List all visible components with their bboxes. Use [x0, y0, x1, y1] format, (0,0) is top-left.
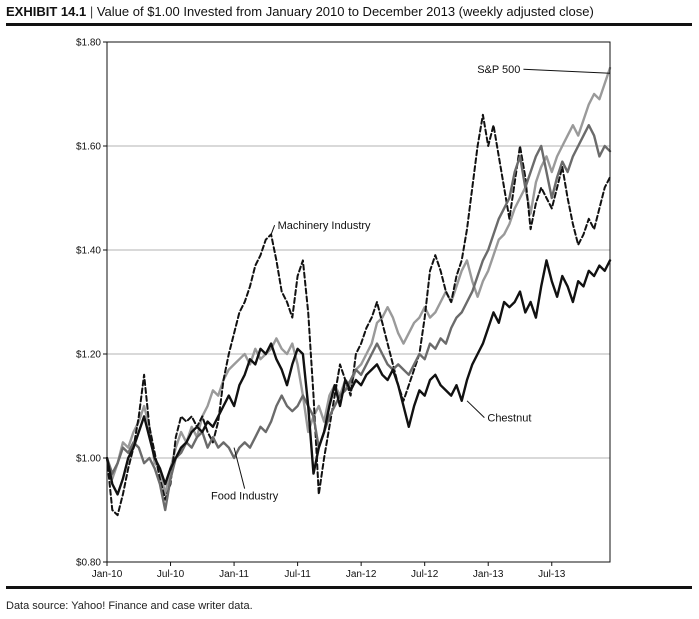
- series-line-machinery-industry: [106, 113, 611, 517]
- x-tick-label: Jan-11: [219, 569, 249, 580]
- axes: $0.80 $1.00 $1.20 $1.40 $1.60 $1.80 Jan-10 Jul-…: [76, 38, 566, 581]
- chart-title: EXHIBIT 14.1 | Value of $1.00 Invested f…: [6, 4, 594, 19]
- series-line-food-industry: [105, 124, 612, 512]
- title-text: Value of $1.00 Invested from January 201…: [96, 4, 594, 19]
- annotation-label-s-p-500: S&P 500: [477, 64, 520, 76]
- gridlines: [107, 145, 610, 459]
- annotation-leader-food-industry: [233, 447, 246, 489]
- x-tick-label: Jan-13: [473, 569, 504, 580]
- x-tick-label: Jul-12: [411, 569, 439, 580]
- annotation-label-chestnut: Chestnut: [487, 413, 531, 425]
- x-tick-label: Jul-13: [538, 569, 566, 580]
- series-layer: [105, 66, 612, 517]
- annotation-label-machinery-industry: Machinery Industry: [278, 220, 371, 232]
- annotation-leader-chestnut: [466, 400, 485, 418]
- y-tick-label: $1.40: [76, 246, 101, 257]
- title-separator: |: [89, 4, 94, 19]
- top-rule: [6, 23, 692, 26]
- y-tick-label: $1.80: [76, 38, 101, 49]
- data-source-note: Data source: Yahoo! Finance and case wri…: [6, 600, 253, 612]
- y-tick-label: $1.20: [76, 350, 101, 361]
- x-tick-label: Jul-11: [284, 569, 311, 580]
- x-tick-label: Jul-10: [157, 569, 185, 580]
- x-tick-label: Jan-12: [346, 569, 377, 580]
- bottom-rule: [6, 586, 692, 589]
- series-line-s-p-500: [105, 66, 612, 496]
- x-tick-label: Jan-10: [92, 569, 123, 580]
- exhibit-label: EXHIBIT 14.1: [6, 4, 87, 19]
- plot-frame: [106, 41, 611, 563]
- annotation-label-food-industry: Food Industry: [211, 491, 279, 503]
- y-tick-label: $1.60: [76, 142, 101, 153]
- series-line-chestnut: [105, 259, 612, 496]
- annotation-leader-machinery-industry: [270, 225, 276, 235]
- y-tick-label: $1.00: [76, 454, 101, 465]
- annotation-leader-s-p-500: [523, 68, 611, 74]
- y-tick-label: $0.80: [76, 558, 101, 569]
- annotations: S&P 500 Machinery Industry Food Industry Ch…: [211, 64, 611, 503]
